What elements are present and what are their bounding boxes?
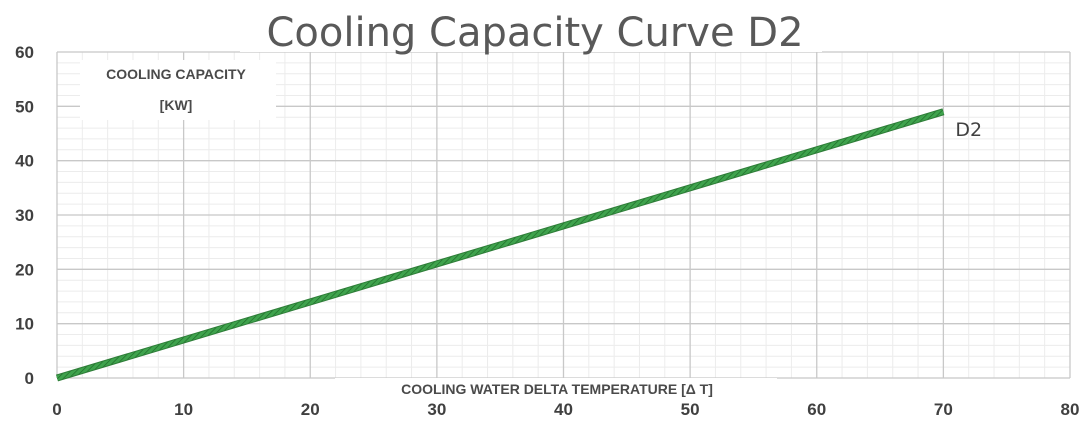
x-tick-labels: 0 10 20 30 40 50 60 70 80 (52, 400, 1079, 419)
x-tick-label: 70 (934, 400, 953, 419)
x-tick-label: 0 (52, 400, 61, 419)
x-tick-label: 60 (807, 400, 826, 419)
y-tick-label: 40 (15, 152, 34, 171)
x-tick-label: 40 (554, 400, 573, 419)
x-tick-label: 30 (427, 400, 446, 419)
y-tick-label: 0 (25, 369, 34, 388)
x-tick-label: 20 (301, 400, 320, 419)
series-layer: D2 (55, 108, 982, 382)
x-axis-label-backdrop (335, 378, 777, 398)
x-axis-label: COOLING WATER DELTA TEMPERATURE [Δ T] (401, 381, 713, 397)
y-tick-label: 50 (15, 97, 34, 116)
y-tick-label: 30 (15, 206, 34, 225)
y-axis-label-line1: COOLING CAPACITY (106, 66, 246, 82)
y-tick-label: 20 (15, 260, 34, 279)
chart-title: Cooling Capacity Curve D2 (266, 10, 803, 56)
x-tick-label: 10 (174, 400, 193, 419)
y-axis-label-line2: [KW] (160, 97, 193, 113)
series-line-d2 (56, 109, 945, 381)
x-tick-label: 50 (681, 400, 700, 419)
x-tick-label: 80 (1061, 400, 1080, 419)
y-tick-labels: 0 10 20 30 40 50 60 (15, 43, 34, 388)
series-label-d2: D2 (955, 119, 982, 141)
title-backdrop (240, 6, 822, 52)
y-tick-label: 10 (15, 315, 34, 334)
y-axis-label-backdrop (80, 60, 276, 120)
y-tick-label: 60 (15, 43, 34, 62)
